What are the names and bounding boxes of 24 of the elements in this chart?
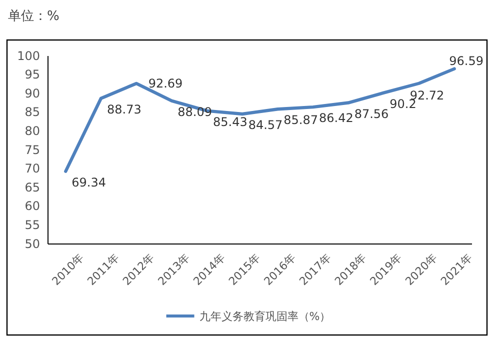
y-tick-label: 55 <box>24 218 40 232</box>
y-tick-label: 90 <box>24 86 40 100</box>
data-label: 92.69 <box>148 76 183 90</box>
data-label: 87.56 <box>354 106 389 121</box>
line-series <box>64 67 456 173</box>
legend-label: 九年义务教育巩固率（%） <box>199 310 331 323</box>
y-tick-label: 100 <box>17 48 40 63</box>
y-tick-label: 65 <box>24 180 40 194</box>
data-label: 88.73 <box>107 102 142 116</box>
y-tick-label: 50 <box>24 236 40 251</box>
y-tick-label: 85 <box>24 105 40 120</box>
y-tick-label: 95 <box>24 68 40 82</box>
data-label: 84.57 <box>248 118 283 132</box>
data-label: 88.09 <box>178 104 212 119</box>
data-label: 96.59 <box>449 54 484 68</box>
chart-title: 单位：% <box>8 9 60 24</box>
data-label: 69.34 <box>72 175 106 190</box>
y-tick-label: 70 <box>24 162 40 176</box>
data-label: 85.87 <box>284 113 318 128</box>
y-tick-label: 80 <box>24 124 40 138</box>
data-label: 86.42 <box>319 111 354 126</box>
y-tick-label: 60 <box>24 199 40 214</box>
y-tick-label: 75 <box>24 142 40 157</box>
data-label: 85.43 <box>213 114 248 129</box>
